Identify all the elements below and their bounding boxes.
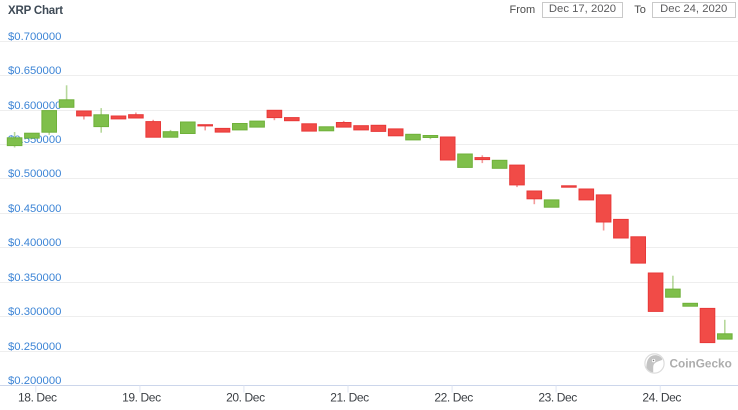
svg-text:$0.700000: $0.700000 [8, 31, 61, 43]
svg-text:24. Dec: 24. Dec [642, 391, 681, 405]
svg-text:$0.300000: $0.300000 [8, 306, 61, 318]
svg-text:$0.200000: $0.200000 [8, 375, 61, 387]
svg-text:$0.500000: $0.500000 [8, 168, 61, 180]
svg-text:18. Dec: 18. Dec [18, 391, 57, 405]
svg-text:22. Dec: 22. Dec [434, 391, 473, 405]
svg-text:$0.650000: $0.650000 [8, 65, 61, 77]
svg-text:CoinGecko: CoinGecko [670, 357, 732, 371]
svg-text:$0.600000: $0.600000 [8, 100, 61, 112]
svg-text:23. Dec: 23. Dec [538, 391, 577, 405]
svg-text:$0.450000: $0.450000 [8, 203, 61, 215]
svg-text:$0.350000: $0.350000 [8, 272, 61, 284]
svg-text:$0.400000: $0.400000 [8, 237, 61, 249]
svg-text:$0.250000: $0.250000 [8, 341, 61, 353]
svg-text:21. Dec: 21. Dec [330, 391, 369, 405]
svg-text:19. Dec: 19. Dec [122, 391, 161, 405]
svg-text:20. Dec: 20. Dec [226, 391, 265, 405]
